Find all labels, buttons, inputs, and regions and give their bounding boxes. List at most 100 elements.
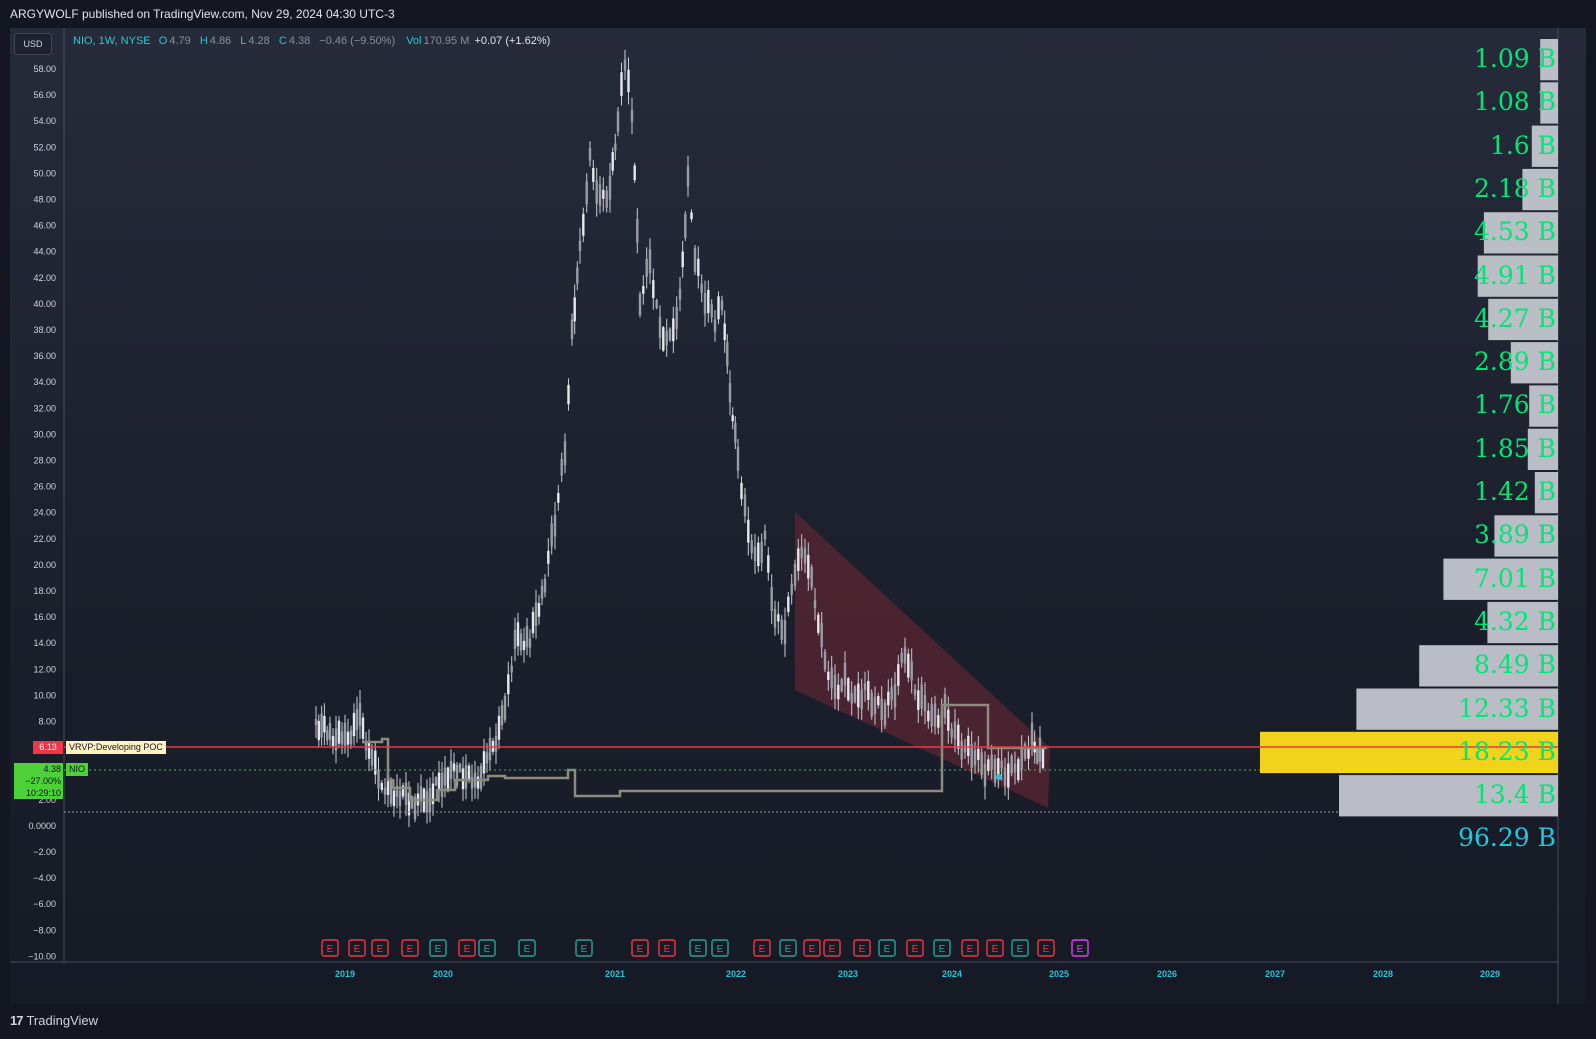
earnings-marker-label: E — [992, 944, 999, 955]
earnings-marker-label: E — [524, 944, 531, 955]
earnings-marker[interactable]: E — [803, 939, 821, 957]
earnings-marker[interactable]: E — [631, 939, 649, 957]
candle-body — [553, 514, 557, 537]
candle-body — [386, 774, 390, 795]
tradingview-logo-icon: 17 — [10, 1013, 24, 1028]
candle-body — [917, 690, 920, 710]
earnings-marker-label: E — [1017, 944, 1024, 955]
candle-body — [377, 769, 380, 789]
published-header: ARGYWOLF published on TradingView.com, N… — [0, 0, 1596, 28]
earnings-marker[interactable]: E — [458, 939, 476, 957]
candle-body — [437, 772, 441, 791]
earnings-marker-label: E — [829, 944, 836, 955]
candle-body — [314, 719, 318, 725]
earnings-marker-label: E — [884, 944, 891, 955]
candle-body — [645, 258, 648, 277]
earnings-marker[interactable]: E — [986, 939, 1004, 957]
earnings-marker-label: E — [1077, 944, 1084, 955]
candle-body — [470, 776, 474, 789]
candle-body — [1017, 759, 1020, 781]
last-price: 4.38 — [43, 764, 61, 774]
poc-label: VRVP:Developing POC — [66, 741, 166, 754]
price-tick-label: −10.00 — [28, 951, 56, 961]
candle-body — [793, 564, 797, 587]
legend-volume-change: +0.07 (+1.62%) — [474, 35, 551, 47]
candle-body — [570, 319, 574, 340]
price-tick-label: 44.00 — [33, 247, 56, 257]
legend-symbol[interactable]: NIO, 1W, NYSE — [73, 35, 151, 47]
candle-body — [807, 554, 810, 579]
earnings-marker[interactable]: E — [1037, 939, 1055, 957]
candle-body — [770, 587, 773, 611]
candle-body — [843, 663, 847, 686]
candle-body — [582, 213, 585, 236]
earnings-marker[interactable]: E — [779, 939, 797, 957]
time-tick-label: 2023 — [838, 969, 858, 979]
candle-body — [633, 165, 636, 181]
earnings-marker[interactable]: E — [1071, 939, 1089, 957]
volume-profile-label: 4.27 B — [1474, 303, 1556, 333]
volume-profile-bar — [1531, 125, 1558, 167]
poc-price-tag: 6.13 — [33, 741, 63, 754]
earnings-marker[interactable]: E — [401, 939, 419, 957]
earnings-marker[interactable]: E — [518, 939, 536, 957]
volume-profile-bar — [1494, 515, 1558, 557]
tradingview-brand[interactable]: 17 TradingView — [10, 1013, 98, 1028]
candle-body — [655, 300, 658, 309]
candle-body — [525, 625, 529, 648]
earnings-marker[interactable]: E — [348, 939, 366, 957]
earnings-marker-label: E — [327, 944, 334, 955]
candle-body — [443, 767, 447, 786]
earnings-marker[interactable]: E — [1011, 939, 1029, 957]
legend-change: −0.46 (−9.50%) — [319, 35, 396, 47]
candle-body — [364, 741, 368, 751]
earnings-marker[interactable]: E — [371, 939, 389, 957]
earnings-marker[interactable]: E — [429, 939, 447, 957]
candle-body — [983, 764, 987, 787]
legend-close: 4.38 — [288, 35, 311, 47]
earnings-marker[interactable]: E — [933, 939, 951, 957]
candle-body — [340, 731, 344, 745]
volume-profile-bar — [1356, 688, 1558, 730]
candle-body — [957, 724, 960, 749]
earnings-marker[interactable]: E — [321, 939, 339, 957]
candle-body — [873, 697, 877, 715]
candle-body — [823, 651, 827, 670]
candle-body — [675, 306, 678, 329]
earnings-marker[interactable]: E — [711, 939, 729, 957]
candle-body — [494, 735, 498, 752]
candle-body — [910, 661, 913, 681]
earnings-marker[interactable]: E — [823, 939, 841, 957]
candle-body — [830, 667, 833, 689]
earnings-marker-label: E — [435, 944, 442, 955]
price-tick-label: −8.00 — [33, 925, 56, 935]
candle-body — [847, 678, 850, 701]
price-chart[interactable]: 58.00 56.00 54.00 52.00 50.00 48.00 46.00 44.00… — [0, 0, 1596, 1004]
earnings-marker-label: E — [759, 944, 766, 955]
earnings-marker[interactable]: E — [906, 939, 924, 957]
candle-body — [380, 782, 383, 790]
candle-body — [970, 744, 973, 768]
earnings-marker[interactable]: E — [753, 939, 771, 957]
earnings-marker-label: E — [377, 944, 384, 955]
volume-profile-bar — [1260, 731, 1558, 774]
candle-body — [623, 59, 627, 71]
candle-body — [464, 765, 468, 789]
earnings-marker[interactable]: E — [961, 939, 979, 957]
candle-body — [773, 609, 777, 628]
earnings-marker-label: E — [637, 944, 644, 955]
earnings-marker[interactable]: E — [575, 939, 593, 957]
currency-button[interactable]: USD — [14, 33, 52, 55]
earnings-marker[interactable]: E — [878, 939, 896, 957]
candle-body — [497, 715, 501, 740]
candle-body — [880, 698, 883, 720]
earnings-marker[interactable]: E — [689, 939, 707, 957]
earnings-marker[interactable]: E — [658, 939, 676, 957]
candle-body — [797, 548, 800, 571]
earnings-marker[interactable]: E — [853, 939, 871, 957]
time-tick-label: 2029 — [1480, 969, 1500, 979]
earnings-marker[interactable]: E — [478, 939, 496, 957]
signal-dot — [996, 774, 1002, 780]
developing-poc-line — [362, 703, 1047, 802]
candle-body — [897, 664, 900, 686]
